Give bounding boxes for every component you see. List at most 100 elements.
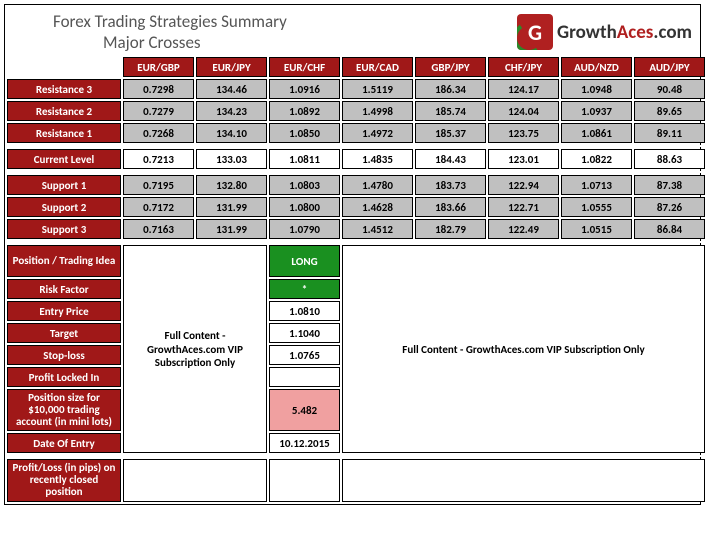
data-cell: 0.7213: [123, 149, 194, 169]
data-cell: 1.0515: [561, 219, 632, 239]
data-cell: 131.99: [196, 197, 267, 217]
data-cell: 182.79: [415, 219, 486, 239]
row-label: Entry Price: [7, 301, 121, 321]
data-cell: 131.99: [196, 219, 267, 239]
table-row: Resistance 1 0.7268 134.10 1.0850 1.4972…: [7, 123, 705, 143]
data-cell: 0.7279: [123, 101, 194, 121]
data-cell: 1.0861: [561, 123, 632, 143]
data-cell: 0.7172: [123, 197, 194, 217]
data-cell: 124.04: [488, 101, 559, 121]
row-label: Resistance 1: [7, 123, 121, 143]
data-cell: 1.0713: [561, 175, 632, 195]
pair-header: AUD/JPY: [634, 57, 705, 77]
data-cell: 183.66: [415, 197, 486, 217]
pair-header: CHF/JPY: [488, 57, 559, 77]
table-row: Current Level 0.7213 133.03 1.0811 1.483…: [7, 149, 705, 169]
pair-header: AUD/NZD: [561, 57, 632, 77]
data-cell: 1.0800: [269, 197, 340, 217]
data-cell: 1.4780: [342, 175, 413, 195]
title-main: Forex Trading Strategies Summary: [13, 11, 517, 32]
pair-header: EUR/CHF: [269, 57, 340, 77]
data-cell: 0.7268: [123, 123, 194, 143]
data-cell: 1.0850: [269, 123, 340, 143]
row-label: Support 1: [7, 175, 121, 195]
data-cell: 183.73: [415, 175, 486, 195]
logo-text: GrowthAces.com: [557, 21, 692, 44]
data-cell: 89.11: [634, 123, 705, 143]
row-label: Position size for $10,000 trading accoun…: [7, 389, 121, 431]
data-cell: 1.0948: [561, 79, 632, 99]
data-cell: 1.4998: [342, 101, 413, 121]
pair-header: GBP/JPY: [415, 57, 486, 77]
idea-row: Position / Trading Idea Full Content - G…: [7, 245, 705, 277]
data-cell: 0.7195: [123, 175, 194, 195]
data-cell: 1.0937: [561, 101, 632, 121]
data-cell: 134.10: [196, 123, 267, 143]
data-cell: 1.4835: [342, 149, 413, 169]
table-row: Support 1 0.7195 132.80 1.0803 1.4780 18…: [7, 175, 705, 195]
data-cell: 122.94: [488, 175, 559, 195]
entry-cell: 1.0810: [269, 301, 340, 321]
row-label: Support 2: [7, 197, 121, 217]
data-cell: 185.37: [415, 123, 486, 143]
data-cell: 87.26: [634, 197, 705, 217]
row-label: Resistance 2: [7, 101, 121, 121]
date-cell: 10.12.2015: [269, 433, 340, 453]
data-cell: 0.7298: [123, 79, 194, 99]
row-label: Position / Trading Idea: [7, 245, 121, 277]
data-cell: 122.49: [488, 219, 559, 239]
data-cell: 185.74: [415, 101, 486, 121]
data-cell: 1.4972: [342, 123, 413, 143]
data-cell: 124.17: [488, 79, 559, 99]
row-label: Target: [7, 323, 121, 343]
data-cell: 89.65: [634, 101, 705, 121]
row-label: Current Level: [7, 149, 121, 169]
target-cell: 1.1040: [269, 323, 340, 343]
data-cell: 134.23: [196, 101, 267, 121]
data-cell: 86.84: [634, 219, 705, 239]
risk-cell: *: [269, 279, 340, 299]
data-cell: 184.43: [415, 149, 486, 169]
data-cell: 1.0811: [269, 149, 340, 169]
table-row: Support 3 0.7163 131.99 1.0790 1.4512 18…: [7, 219, 705, 239]
pair-header-row: EUR/GBP EUR/JPY EUR/CHF EUR/CAD GBP/JPY …: [7, 57, 705, 77]
data-cell: 1.5119: [342, 79, 413, 99]
row-label: Resistance 3: [7, 79, 121, 99]
logo: GrowthAces.com: [517, 14, 692, 50]
data-cell: 134.46: [196, 79, 267, 99]
data-cell: 123.75: [488, 123, 559, 143]
pair-header: EUR/JPY: [196, 57, 267, 77]
title-sub: Major Crosses: [13, 32, 517, 53]
row-label: Profit/Loss (in pips) on recently closed…: [7, 459, 121, 501]
data-cell: 1.0892: [269, 101, 340, 121]
vip-right: Full Content - GrowthAces.com VIP Subscr…: [342, 245, 705, 453]
data-cell: 186.34: [415, 79, 486, 99]
position-cell: LONG: [269, 245, 340, 277]
row-label: Stop-loss: [7, 345, 121, 365]
row-label: Date Of Entry: [7, 433, 121, 453]
empty-cell: [123, 459, 267, 501]
data-cell: 122.71: [488, 197, 559, 217]
data-cell: 1.4512: [342, 219, 413, 239]
pair-header: EUR/CAD: [342, 57, 413, 77]
data-cell: 133.03: [196, 149, 267, 169]
table-row: Resistance 2 0.7279 134.23 1.0892 1.4998…: [7, 101, 705, 121]
pair-header: EUR/GBP: [123, 57, 194, 77]
profit-locked-cell: [269, 367, 340, 387]
empty-cell: [269, 459, 340, 501]
data-cell: 1.0790: [269, 219, 340, 239]
idea-row: Profit/Loss (in pips) on recently closed…: [7, 459, 705, 501]
data-cell: 1.4628: [342, 197, 413, 217]
row-label: Risk Factor: [7, 279, 121, 299]
data-cell: 1.0822: [561, 149, 632, 169]
table-row: Support 2 0.7172 131.99 1.0800 1.4628 18…: [7, 197, 705, 217]
forex-summary-container: Forex Trading Strategies Summary Major C…: [4, 4, 701, 505]
header: Forex Trading Strategies Summary Major C…: [5, 5, 700, 55]
logo-badge-icon: [517, 14, 553, 50]
vip-left: Full Content - GrowthAces.com VIP Subscr…: [123, 245, 267, 453]
title-block: Forex Trading Strategies Summary Major C…: [13, 11, 517, 53]
data-cell: 1.0803: [269, 175, 340, 195]
data-cell: 87.38: [634, 175, 705, 195]
data-cell: 1.0555: [561, 197, 632, 217]
row-label: Support 3: [7, 219, 121, 239]
